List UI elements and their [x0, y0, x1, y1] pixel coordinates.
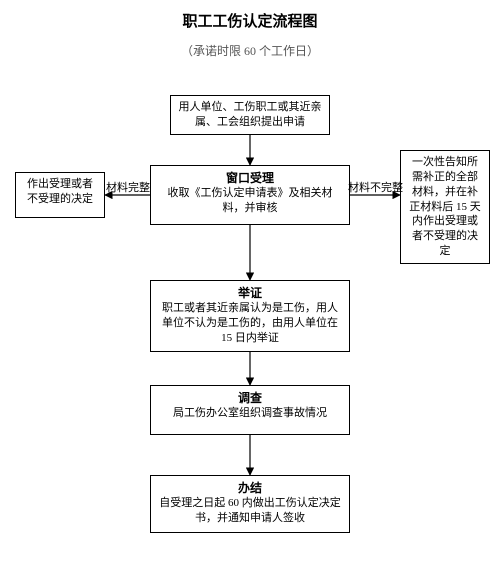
- node-investigation: 调查 局工伤办公室组织调查事故情况: [150, 385, 350, 435]
- node-title: 窗口受理: [157, 170, 343, 186]
- node-title: 办结: [157, 480, 343, 496]
- node-apply: 用人单位、工伤职工或其近亲属、工会组织提出申请: [170, 95, 330, 135]
- node-body: 收取《工伤认定申请表》及相关材料，并审核: [168, 187, 333, 214]
- node-body: 自受理之日起 60 内做出工伤认定决定书，并通知申请人签收: [159, 497, 341, 524]
- node-body: 用人单位、工伤职工或其近亲属、工会组织提出申请: [179, 101, 322, 128]
- node-body: 一次性告知所需补正的全部材料，并在补正材料后 15 天内作出受理或者不受理的决定: [409, 156, 481, 257]
- edge-label: 材料不完整: [348, 179, 403, 195]
- node-body: 局工伤办公室组织调查事故情况: [173, 407, 327, 419]
- node-supplement-right: 一次性告知所需补正的全部材料，并在补正材料后 15 天内作出受理或者不受理的决定: [400, 150, 490, 264]
- node-reception: 窗口受理 收取《工伤认定申请表》及相关材料，并审核: [150, 165, 350, 225]
- node-title: 举证: [157, 285, 343, 301]
- node-conclusion: 办结 自受理之日起 60 内做出工伤认定决定书，并通知申请人签收: [150, 475, 350, 533]
- node-body: 作出受理或者不受理的决定: [27, 178, 93, 205]
- node-title: 调查: [157, 390, 343, 406]
- edge-label: 材料完整: [106, 179, 150, 195]
- chart-subtitle: （承诺时限 60 个工作日）: [0, 42, 500, 59]
- node-decision-left: 作出受理或者不受理的决定: [15, 172, 105, 218]
- node-evidence: 举证 职工或者其近亲属认为是工伤，用人单位不认为是工伤的，由用人单位在 15 日…: [150, 280, 350, 352]
- node-body: 职工或者其近亲属认为是工伤，用人单位不认为是工伤的，由用人单位在 15 日内举证: [162, 302, 338, 344]
- chart-title: 职工工伤认定流程图: [0, 10, 500, 31]
- flowchart-canvas: 职工工伤认定流程图 （承诺时限 60 个工作日） 用人单位、工伤职工或其近亲属、…: [0, 0, 500, 563]
